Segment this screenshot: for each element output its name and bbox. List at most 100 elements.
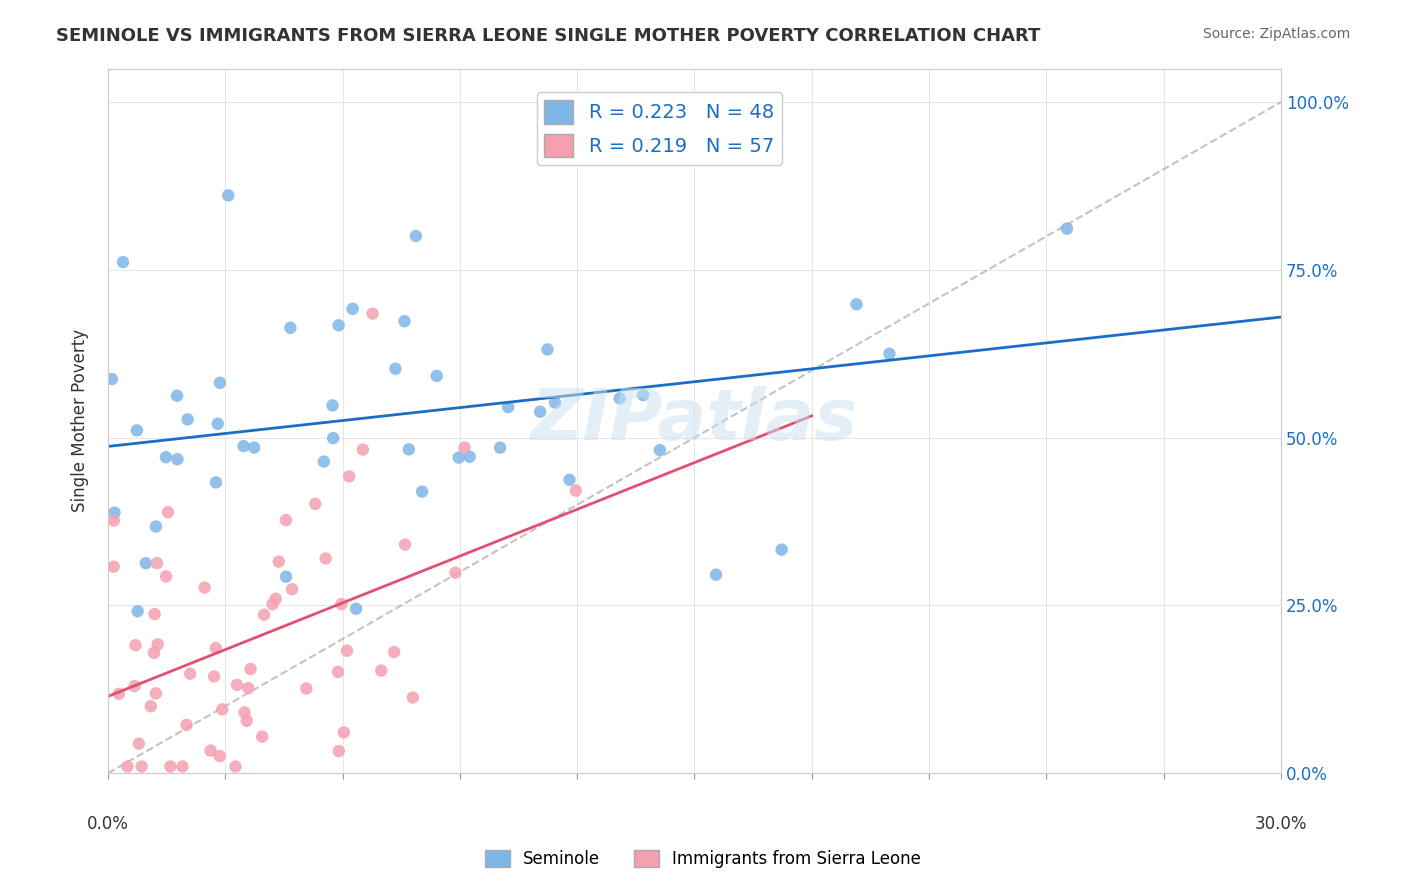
Point xyxy=(620,127,643,141)
Point xyxy=(394,314,416,328)
Point xyxy=(202,669,225,683)
Point xyxy=(131,759,153,773)
Point xyxy=(382,645,405,659)
Point xyxy=(447,450,470,465)
Point xyxy=(648,443,671,458)
Point xyxy=(394,538,416,552)
Point xyxy=(127,604,149,618)
Point xyxy=(232,439,254,453)
Point xyxy=(312,454,335,468)
Point xyxy=(295,681,318,696)
Point xyxy=(224,759,246,773)
Point xyxy=(205,475,228,490)
Point xyxy=(770,542,793,557)
Point xyxy=(108,687,131,701)
Point xyxy=(159,759,181,773)
Point xyxy=(1056,221,1078,235)
Point xyxy=(370,664,392,678)
Point xyxy=(879,347,901,361)
Text: ZIPatlas: ZIPatlas xyxy=(531,386,858,455)
Point xyxy=(489,441,512,455)
Point xyxy=(402,690,425,705)
Point xyxy=(398,442,420,457)
Point xyxy=(342,301,364,316)
Text: Source: ZipAtlas.com: Source: ZipAtlas.com xyxy=(1202,27,1350,41)
Point xyxy=(103,514,125,528)
Point xyxy=(226,678,249,692)
Point xyxy=(361,307,384,321)
Point xyxy=(609,392,631,406)
Text: SEMINOLE VS IMMIGRANTS FROM SIERRA LEONE SINGLE MOTHER POVERTY CORRELATION CHART: SEMINOLE VS IMMIGRANTS FROM SIERRA LEONE… xyxy=(56,27,1040,45)
Point xyxy=(453,441,475,455)
Point xyxy=(204,640,226,655)
Point xyxy=(536,343,558,357)
Point xyxy=(333,725,356,739)
Point xyxy=(352,442,374,457)
Point xyxy=(322,431,344,445)
Point xyxy=(328,744,350,758)
Point xyxy=(238,681,260,695)
Point xyxy=(145,686,167,700)
Point xyxy=(411,484,433,499)
Point xyxy=(337,469,360,483)
Point xyxy=(146,637,169,651)
Point xyxy=(529,405,551,419)
Point xyxy=(207,417,229,431)
Point xyxy=(217,188,239,202)
Point xyxy=(139,699,162,714)
Point xyxy=(179,666,201,681)
Point xyxy=(208,749,231,764)
Point xyxy=(558,473,581,487)
Legend: Seminole, Immigrants from Sierra Leone: Seminole, Immigrants from Sierra Leone xyxy=(478,843,928,875)
Point xyxy=(243,441,266,455)
Point xyxy=(315,551,337,566)
Point xyxy=(208,376,231,390)
Point xyxy=(704,567,727,582)
Point xyxy=(211,702,233,716)
Point xyxy=(101,372,124,386)
Point xyxy=(145,519,167,533)
Point xyxy=(117,759,139,773)
Point xyxy=(233,706,256,720)
Point xyxy=(239,662,262,676)
Point xyxy=(281,582,304,597)
Point xyxy=(336,643,359,657)
Point xyxy=(458,450,481,464)
Point xyxy=(304,497,326,511)
Point xyxy=(103,559,125,574)
Point xyxy=(124,638,146,652)
Point xyxy=(444,566,467,580)
Point xyxy=(125,424,148,438)
Point xyxy=(143,646,166,660)
Point xyxy=(172,759,194,773)
Text: 0.0%: 0.0% xyxy=(87,815,129,833)
Point xyxy=(274,570,297,584)
Point xyxy=(166,452,188,467)
Point xyxy=(176,412,198,426)
Point xyxy=(264,591,287,606)
Point xyxy=(103,506,125,520)
Point xyxy=(155,450,177,464)
Point xyxy=(565,483,588,498)
Point xyxy=(267,555,290,569)
Point xyxy=(166,389,188,403)
Legend: R = 0.223   N = 48, R = 0.219   N = 57: R = 0.223 N = 48, R = 0.219 N = 57 xyxy=(537,93,782,165)
Point xyxy=(631,388,654,402)
Point xyxy=(328,318,350,333)
Point xyxy=(200,743,222,757)
Y-axis label: Single Mother Poverty: Single Mother Poverty xyxy=(72,329,89,512)
Point xyxy=(176,718,198,732)
Point xyxy=(384,361,406,376)
Point xyxy=(194,581,217,595)
Point xyxy=(135,556,157,570)
Point xyxy=(544,395,567,409)
Point xyxy=(426,368,449,383)
Point xyxy=(262,597,284,611)
Point xyxy=(111,255,134,269)
Point xyxy=(845,297,868,311)
Point xyxy=(143,607,166,622)
Point xyxy=(128,737,150,751)
Point xyxy=(330,597,353,611)
Point xyxy=(274,513,297,527)
Point xyxy=(253,607,276,622)
